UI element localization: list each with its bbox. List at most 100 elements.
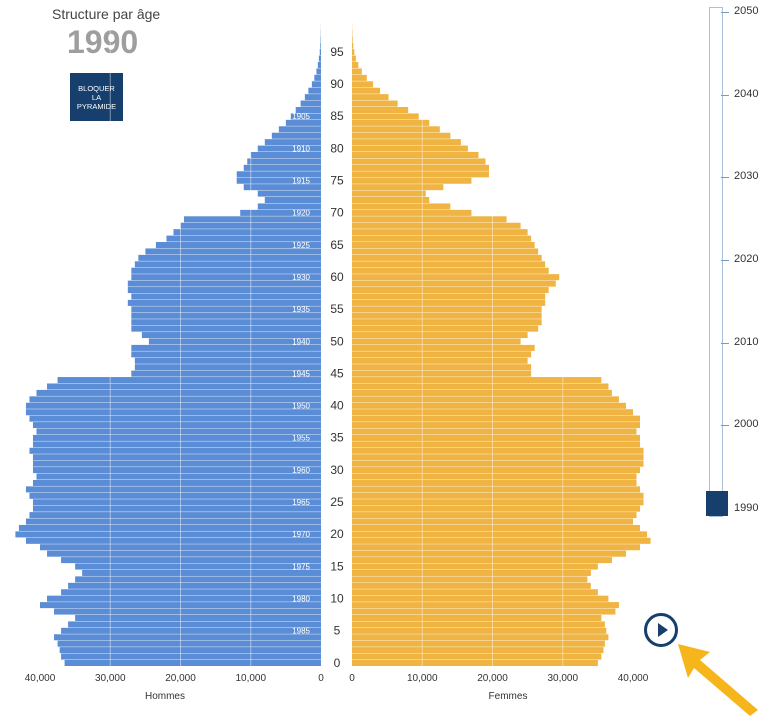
men-bar-age-80 bbox=[257, 145, 321, 152]
women-bar-age-90 bbox=[352, 81, 374, 88]
birth-year-label: 1925 bbox=[292, 241, 310, 250]
men-bar-age-41 bbox=[29, 396, 322, 403]
women-bar-age-2 bbox=[352, 647, 604, 654]
men-bar-age-0 bbox=[64, 659, 322, 666]
timeline-year-label[interactable]: 2000 bbox=[734, 418, 759, 430]
women-bar-age-81 bbox=[352, 139, 461, 146]
women-bar-age-56 bbox=[352, 299, 546, 306]
men-bar-age-2 bbox=[59, 647, 322, 654]
birth-year-label: 1920 bbox=[292, 209, 310, 218]
men-bar-age-14 bbox=[82, 569, 322, 576]
men-bar-age-24 bbox=[32, 505, 321, 512]
timeline-year-label[interactable]: 2030 bbox=[734, 170, 759, 182]
women-bar-age-40 bbox=[352, 402, 626, 409]
timeline-slider-handle[interactable] bbox=[706, 491, 728, 516]
men-bar-age-90 bbox=[311, 81, 321, 88]
women-bar-age-50 bbox=[352, 338, 521, 345]
lock-button-line-1: BLOQUER bbox=[78, 83, 115, 93]
chart-title: Structure par âge bbox=[52, 6, 161, 22]
women-bar-age-89 bbox=[352, 87, 381, 94]
birth-year-label: 1955 bbox=[292, 434, 310, 443]
men-bar-age-22 bbox=[25, 518, 321, 525]
x-tick-men: 30,000 bbox=[95, 673, 126, 684]
women-bar-age-27 bbox=[352, 486, 641, 493]
women-bar-age-24 bbox=[352, 505, 641, 512]
women-bar-age-65 bbox=[352, 242, 535, 249]
women-bar-age-59 bbox=[352, 280, 556, 287]
men-bar-age-92 bbox=[316, 68, 321, 75]
women-bar-age-11 bbox=[352, 589, 598, 596]
timeline-year-label[interactable]: 2040 bbox=[734, 88, 759, 100]
men-bar-age-11 bbox=[61, 589, 321, 596]
birth-year-label: 1975 bbox=[292, 562, 310, 571]
men-bar-age-26 bbox=[29, 492, 322, 499]
men-bar-age-87 bbox=[300, 100, 321, 107]
men-bar-age-68 bbox=[180, 222, 321, 229]
men-bar-age-95 bbox=[319, 49, 321, 56]
timeline-slider-track[interactable] bbox=[709, 7, 723, 517]
women-bar-age-95 bbox=[352, 49, 355, 56]
age-label: 50 bbox=[330, 334, 344, 348]
men-bar-age-29 bbox=[36, 473, 322, 480]
women-bar-age-44 bbox=[352, 377, 602, 384]
men-bar-age-75 bbox=[236, 177, 321, 184]
men-bar-age-57 bbox=[131, 293, 321, 300]
age-label: 55 bbox=[330, 302, 344, 316]
men-bar-age-47 bbox=[134, 357, 321, 364]
men-bar-age-19 bbox=[25, 537, 321, 544]
men-bar-age-88 bbox=[304, 94, 321, 101]
men-bar-age-35 bbox=[32, 434, 321, 441]
x-tick-men: 0 bbox=[318, 673, 324, 684]
men-bar-age-63 bbox=[138, 254, 321, 261]
timeline-year-label[interactable]: 2010 bbox=[734, 336, 759, 348]
x-tick-women: 40,000 bbox=[618, 673, 649, 684]
men-bar-age-42 bbox=[36, 389, 322, 396]
men-bar-age-13 bbox=[75, 576, 321, 583]
timeline-year-label[interactable]: 2020 bbox=[734, 253, 759, 265]
women-bar-age-3 bbox=[352, 640, 605, 647]
women-bar-age-21 bbox=[352, 524, 641, 531]
lock-pyramid-button[interactable]: BLOQUER LA PYRAMIDE bbox=[70, 73, 123, 121]
age-label: 10 bbox=[330, 591, 344, 605]
women-bar-age-29 bbox=[352, 473, 637, 480]
women-bar-age-64 bbox=[352, 248, 539, 255]
age-label: 45 bbox=[330, 366, 344, 380]
timeline-year-label[interactable]: 1990 bbox=[734, 502, 759, 514]
women-bar-age-10 bbox=[352, 595, 609, 602]
age-label: 25 bbox=[330, 495, 344, 509]
women-bar-age-14 bbox=[352, 569, 591, 576]
women-bar-age-23 bbox=[352, 512, 637, 519]
women-bar-age-5 bbox=[352, 627, 607, 634]
timeline-year-label[interactable]: 2050 bbox=[734, 5, 759, 17]
women-bar-age-41 bbox=[352, 396, 619, 403]
women-bar-age-66 bbox=[352, 235, 532, 242]
age-label: 90 bbox=[330, 77, 344, 91]
women-bar-age-34 bbox=[352, 441, 641, 448]
men-bar-age-89 bbox=[308, 87, 321, 94]
men-bar-age-12 bbox=[68, 582, 321, 589]
age-label: 85 bbox=[330, 109, 344, 123]
play-button[interactable] bbox=[644, 613, 678, 647]
men-bar-age-77 bbox=[243, 164, 321, 171]
men-bar-age-56 bbox=[127, 299, 321, 306]
age-label: 75 bbox=[330, 174, 344, 188]
men-bar-age-4 bbox=[54, 634, 322, 641]
men-bar-age-48 bbox=[131, 351, 321, 358]
women-bar-age-53 bbox=[352, 319, 542, 326]
age-label: 5 bbox=[334, 624, 341, 638]
men-bar-age-46 bbox=[134, 364, 321, 371]
women-bar-age-37 bbox=[352, 422, 641, 429]
men-bar-age-70 bbox=[240, 209, 321, 216]
men-bar-age-67 bbox=[173, 229, 321, 236]
men-bar-age-6 bbox=[68, 621, 321, 628]
women-bar-age-4 bbox=[352, 634, 609, 641]
men-bar-age-40 bbox=[25, 402, 321, 409]
women-bar-age-91 bbox=[352, 74, 367, 81]
age-label: 70 bbox=[330, 206, 344, 220]
birth-year-label: 1935 bbox=[292, 305, 310, 314]
women-bar-age-77 bbox=[352, 164, 489, 171]
women-axis-label: Femmes bbox=[489, 691, 528, 702]
women-bar-age-9 bbox=[352, 602, 619, 609]
women-bar-age-73 bbox=[352, 190, 426, 197]
men-bar-age-38 bbox=[29, 415, 322, 422]
